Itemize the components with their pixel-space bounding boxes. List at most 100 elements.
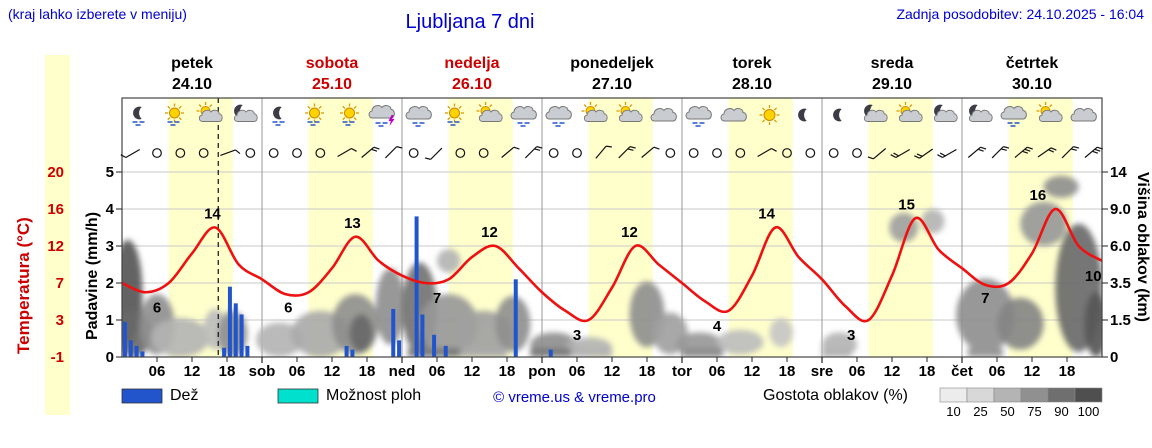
temp-value-label: 3 [847, 327, 855, 344]
day-abbr-label: sob [249, 363, 276, 380]
density-scale-value: 50 [1000, 404, 1014, 419]
temp-value-label: 12 [481, 224, 498, 241]
temperature-labels: 6 14 6 13 7 12 3 12 4 14 3 15 7 16 10 [153, 187, 1102, 344]
hour-tick-label: 18 [639, 363, 656, 380]
wind-calm-icon [455, 148, 466, 158]
hour-tick-label: 12 [744, 363, 761, 380]
ground-cloud [967, 348, 1003, 357]
precipitation-bars [122, 216, 553, 357]
wind-barb-icon [890, 148, 911, 159]
precip-bar [350, 349, 355, 357]
wind-barb-icon [361, 146, 380, 158]
day-abbr-label: sre [811, 363, 834, 380]
legend-showers-label: Možnost ploh [326, 387, 422, 404]
wind-calm-icon [665, 148, 676, 158]
day-name: petek [171, 55, 213, 72]
temp-value-label: 7 [981, 290, 989, 307]
precip-bar [344, 345, 349, 357]
wind-calm-icon [805, 148, 816, 158]
wind-barb-icon [641, 146, 660, 158]
precip-bar [443, 345, 448, 357]
wind-barb-icon [618, 146, 636, 159]
day-headers: petek 24.10 sobota 25.10 nedelja 26.10 ponedel… [171, 55, 1058, 93]
hour-tick-label: 06 [849, 363, 866, 380]
wind-calm-icon [688, 148, 699, 158]
page-title: Ljubljana 7 dni [405, 11, 535, 33]
sun-cloud-icon [476, 102, 503, 122]
temperature-axis-title: Temperatura (°C) [14, 217, 33, 354]
cloud-tick-label: 6.0 [1110, 238, 1131, 255]
day-date: 28.10 [732, 76, 772, 93]
wind-calm-icon [268, 148, 279, 158]
cloud-blob [256, 322, 303, 357]
cloud-density-legend-label: Gostota oblakov (%) [763, 387, 908, 404]
wind-symbols-row [120, 145, 1103, 160]
wind-barb-icon [595, 145, 612, 159]
ground-cloud [682, 348, 723, 357]
wind-barb-icon [991, 146, 1010, 159]
temp-value-label: 13 [344, 215, 361, 232]
precip-bar [140, 351, 145, 357]
moon-rain-icon [272, 106, 285, 126]
wind-barb-icon [337, 147, 357, 158]
moon-cloud-icon [863, 104, 888, 122]
wind-barb-icon [1084, 146, 1103, 158]
cloud-icon [1070, 108, 1097, 122]
sun-rain-icon [305, 103, 324, 126]
wind-calm-icon [782, 148, 792, 158]
cloud-tick-label: 3.5 [1110, 275, 1131, 292]
cloud-blob [1084, 292, 1102, 357]
density-scale-value: 100 [1078, 404, 1100, 419]
density-scale-segment [1020, 387, 1049, 403]
temp-value-label: 4 [713, 318, 722, 335]
hour-tick-label: 18 [219, 363, 236, 380]
precip-tick-label: 0 [106, 349, 114, 366]
cloud-rain-icon [545, 106, 572, 127]
precip-tick-label: 4 [106, 201, 115, 218]
wind-calm-icon [828, 148, 839, 158]
wind-calm-icon [152, 148, 162, 158]
wind-calm-icon [712, 148, 722, 158]
hour-tick-label: 06 [289, 363, 306, 380]
day-abbr-label: tor [672, 363, 692, 380]
precip-bar [233, 303, 238, 357]
day-date: 27.10 [592, 76, 632, 93]
copyright-link[interactable]: © vreme.us & vreme.pro [493, 389, 656, 406]
cloud-blob [437, 248, 461, 273]
precip-tick-label: 3 [106, 238, 114, 255]
hour-tick-label: 06 [429, 363, 446, 380]
temp-value-label: 10 [1085, 268, 1102, 285]
density-scale-value: 75 [1027, 404, 1041, 419]
density-scale-segment [966, 387, 995, 403]
moon-rain-icon [132, 106, 145, 126]
precip-bar [414, 216, 419, 357]
temp-value-label: 16 [1029, 187, 1046, 204]
wind-barb-icon [1061, 146, 1080, 159]
day-name: sreda [871, 55, 914, 72]
density-scale-value: 25 [973, 404, 987, 419]
sun-cloud-icon [616, 102, 643, 122]
hour-tick-label: 12 [184, 363, 201, 380]
density-scale-value: 90 [1054, 404, 1068, 419]
ground-cloud [571, 348, 612, 357]
wind-calm-icon [572, 148, 582, 158]
temp-value-label: 7 [433, 290, 441, 307]
temp-value-label: 6 [153, 299, 161, 316]
temp-value-label: 14 [204, 206, 221, 223]
cloud-tick-label: 14 [1110, 164, 1127, 181]
wind-calm-icon [198, 148, 209, 158]
precip-bar [420, 314, 425, 357]
hour-tick-label: 12 [324, 363, 341, 380]
precipitation-axis-title: Padavine (mm/h) [84, 211, 101, 340]
daylight-band [728, 98, 793, 357]
temp-tick-label: 7 [56, 275, 64, 292]
hour-tick-label: 12 [1024, 363, 1041, 380]
wind-calm-icon [478, 148, 489, 158]
cloud-icon [720, 108, 747, 122]
temperature-axis-strip [45, 55, 70, 415]
hour-tick-label: 18 [499, 363, 516, 380]
cloud-blob [151, 318, 210, 357]
cloud-rain-icon [685, 106, 712, 127]
day-abbr-label: čet [951, 363, 973, 380]
day-date: 30.10 [1012, 76, 1052, 93]
